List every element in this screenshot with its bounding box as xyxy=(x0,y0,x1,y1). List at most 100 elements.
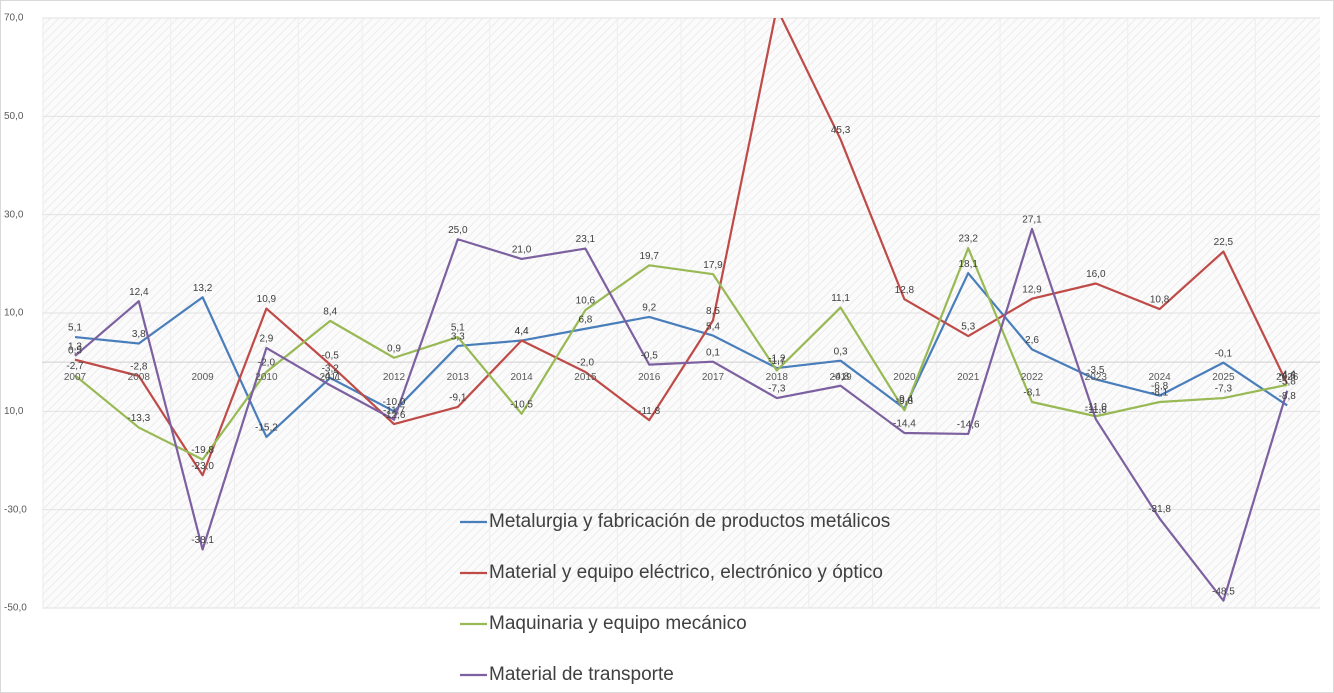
data-label: 5,3 xyxy=(961,322,975,333)
data-label: -9,8 xyxy=(896,396,914,407)
y-tick-label: 70,0 xyxy=(4,13,24,24)
data-label: 27,1 xyxy=(1022,215,1042,226)
data-label: -4,6 xyxy=(1279,370,1297,381)
data-label: -7,3 xyxy=(768,384,786,395)
y-tick-label: 50,0 xyxy=(4,111,24,122)
data-label: 1,3 xyxy=(68,341,82,352)
data-label: 4,4 xyxy=(515,326,529,337)
data-label: 0,1 xyxy=(706,347,720,358)
data-label: -48,5 xyxy=(1212,586,1235,597)
series-line xyxy=(74,227,1289,602)
x-tick-label: 2007 xyxy=(64,372,87,383)
x-tick-label: 2021 xyxy=(957,372,980,383)
data-label: -4,7 xyxy=(322,371,340,382)
data-label: -15,2 xyxy=(255,423,278,434)
data-label: 16,0 xyxy=(1086,269,1106,280)
series-line xyxy=(74,247,1288,461)
data-label: 12,4 xyxy=(129,287,149,298)
data-label: 23,1 xyxy=(576,234,596,245)
legend-label: Material y equipo eléctrico, electrónico… xyxy=(489,562,883,583)
data-label: -8,1 xyxy=(1023,388,1041,399)
data-label: 13,2 xyxy=(193,283,213,294)
legend-label: Maquinaria y equipo mecánico xyxy=(489,613,747,634)
data-label: -2,0 xyxy=(577,358,595,369)
x-tick-label: 2019 xyxy=(829,372,852,383)
data-label: -4,8 xyxy=(832,371,850,382)
x-tick-label: 2024 xyxy=(1148,372,1171,383)
data-label: 5,1 xyxy=(451,323,465,334)
data-label: 22,5 xyxy=(1214,237,1234,248)
data-label: 0,5 xyxy=(68,345,82,356)
x-tick-label: 2015 xyxy=(574,372,597,383)
data-label: -7,3 xyxy=(1215,384,1233,395)
x-tick-label: 2022 xyxy=(1021,372,1044,383)
x-tick-label: 2013 xyxy=(447,372,470,383)
data-label: -0,5 xyxy=(322,350,340,361)
data-label: -11,6 xyxy=(1085,405,1107,416)
lines xyxy=(74,18,1289,602)
data-label: -3,5 xyxy=(1087,365,1105,376)
data-label: -1,2 xyxy=(768,354,786,365)
x-tick-label: 2025 xyxy=(1212,372,1235,383)
data-label: 10,8 xyxy=(1150,295,1170,306)
data-label: 3,8 xyxy=(132,329,146,340)
data-label: 25,0 xyxy=(448,225,468,236)
legend-label: Material de transporte xyxy=(489,664,674,685)
data-label: 45,3 xyxy=(831,125,851,136)
data-label: 17,9 xyxy=(703,260,723,271)
data-label: -14,4 xyxy=(893,419,916,430)
labels: 70,0 50,0 30,0 10,0 10,0 -30,0 -50,0 2007 2008 20… xyxy=(4,13,1299,685)
y-tick-label: -30,0 xyxy=(4,504,27,515)
data-label: -2,0 xyxy=(258,358,276,369)
data-label: -19,8 xyxy=(191,445,214,456)
data-label: 3,3 xyxy=(451,332,465,343)
x-tick-label: 2020 xyxy=(893,372,916,383)
data-label: -3,2 xyxy=(322,364,340,375)
data-label: -8,8 xyxy=(1279,391,1297,402)
data-label: -13,3 xyxy=(127,413,150,424)
x-tick-label: 2016 xyxy=(638,372,661,383)
data-label: -2,7 xyxy=(66,361,84,372)
data-label: 12,8 xyxy=(895,285,915,296)
data-label: 19,7 xyxy=(639,251,659,262)
data-label: 5,1 xyxy=(68,323,82,334)
data-label: 11,1 xyxy=(831,293,850,304)
data-label: -0,1 xyxy=(1215,348,1233,359)
data-label: 4,4 xyxy=(515,326,529,337)
legend-label: Metalurgia y fabricación de productos me… xyxy=(489,511,890,532)
data-label: -23,0 xyxy=(191,461,214,472)
data-label: -5,8 xyxy=(1279,376,1297,387)
data-label: 12,9 xyxy=(1022,284,1042,295)
data-label: 18,1 xyxy=(958,259,978,270)
data-label: 6,8 xyxy=(578,314,592,325)
data-label: 2,6 xyxy=(1025,335,1039,346)
data-label: -31,8 xyxy=(1148,504,1171,515)
data-label: -10,5 xyxy=(510,399,533,410)
data-label: 0,9 xyxy=(387,343,401,354)
series-line xyxy=(74,272,1288,438)
data-label: 2,9 xyxy=(259,334,273,345)
data-label: -4,4 xyxy=(1279,369,1297,380)
x-tick-label: 2018 xyxy=(766,372,789,383)
data-label: -11,7 xyxy=(383,405,405,416)
y-tick-label: 10,0 xyxy=(4,308,24,319)
x-tick-label: 2012 xyxy=(383,372,406,383)
x-tick-label: 2009 xyxy=(191,372,214,383)
data-label: 10,9 xyxy=(257,294,277,305)
data-label: -10,0 xyxy=(383,397,406,408)
data-label: 10,6 xyxy=(576,296,596,307)
y-tick-label: -50,0 xyxy=(4,603,27,614)
y-tick-label: 30,0 xyxy=(4,209,24,220)
data-label: -11,0 xyxy=(1085,402,1107,413)
data-label: -9,1 xyxy=(449,393,467,404)
data-label: -38,1 xyxy=(191,535,214,546)
data-label: 8,4 xyxy=(323,307,337,318)
data-label: 21,0 xyxy=(512,245,532,256)
data-label: -8,1 xyxy=(1151,388,1169,399)
data-label: -9,4 xyxy=(896,394,914,405)
data-label: -12,6 xyxy=(383,410,406,421)
data-label: -0,5 xyxy=(641,350,659,361)
y-tick-label: 10,0 xyxy=(4,406,24,417)
series-line xyxy=(74,18,1289,477)
